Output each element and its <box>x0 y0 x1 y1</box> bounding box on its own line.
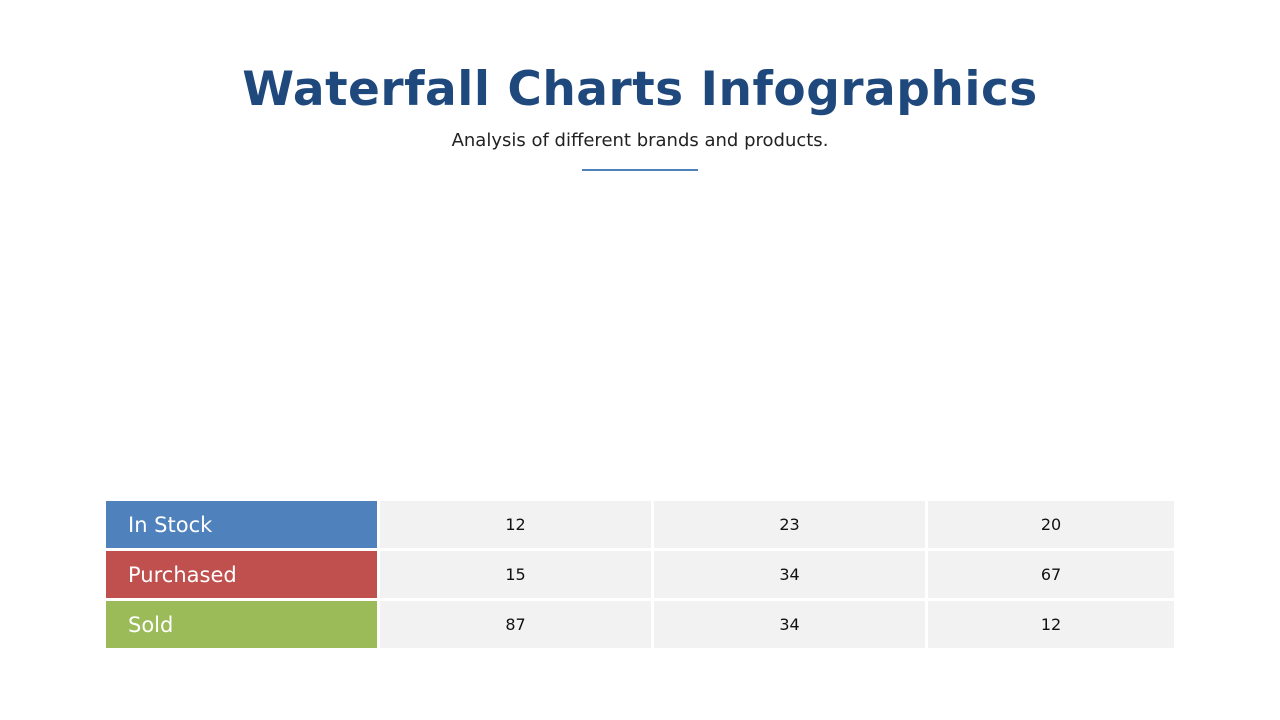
table-cell: 12 <box>380 501 651 548</box>
table-cell: 15 <box>380 551 651 598</box>
row-label-purchased: Purchased <box>106 551 377 598</box>
table-row-sold: Sold 87 34 12 <box>106 601 1174 648</box>
table-cell: 67 <box>928 551 1174 598</box>
table-cell: 87 <box>380 601 651 648</box>
table-cell: 20 <box>928 501 1174 548</box>
table-row-purchased: Purchased 15 34 67 <box>106 551 1174 598</box>
title-divider <box>582 169 698 171</box>
table-cell: 23 <box>654 501 925 548</box>
row-label-in-stock: In Stock <box>106 501 377 548</box>
page-subtitle: Analysis of different brands and product… <box>451 130 829 151</box>
data-table: In Stock 12 23 20 Purchased 15 34 67 Sol… <box>106 501 1174 651</box>
table-cell: 34 <box>654 601 925 648</box>
row-label-sold: Sold <box>106 601 377 648</box>
table-cell: 12 <box>928 601 1174 648</box>
chart-area <box>106 190 1174 495</box>
table-row-in-stock: In Stock 12 23 20 <box>106 501 1174 548</box>
table-cell: 34 <box>654 551 925 598</box>
page-title: Waterfall Charts Infographics <box>242 62 1038 117</box>
